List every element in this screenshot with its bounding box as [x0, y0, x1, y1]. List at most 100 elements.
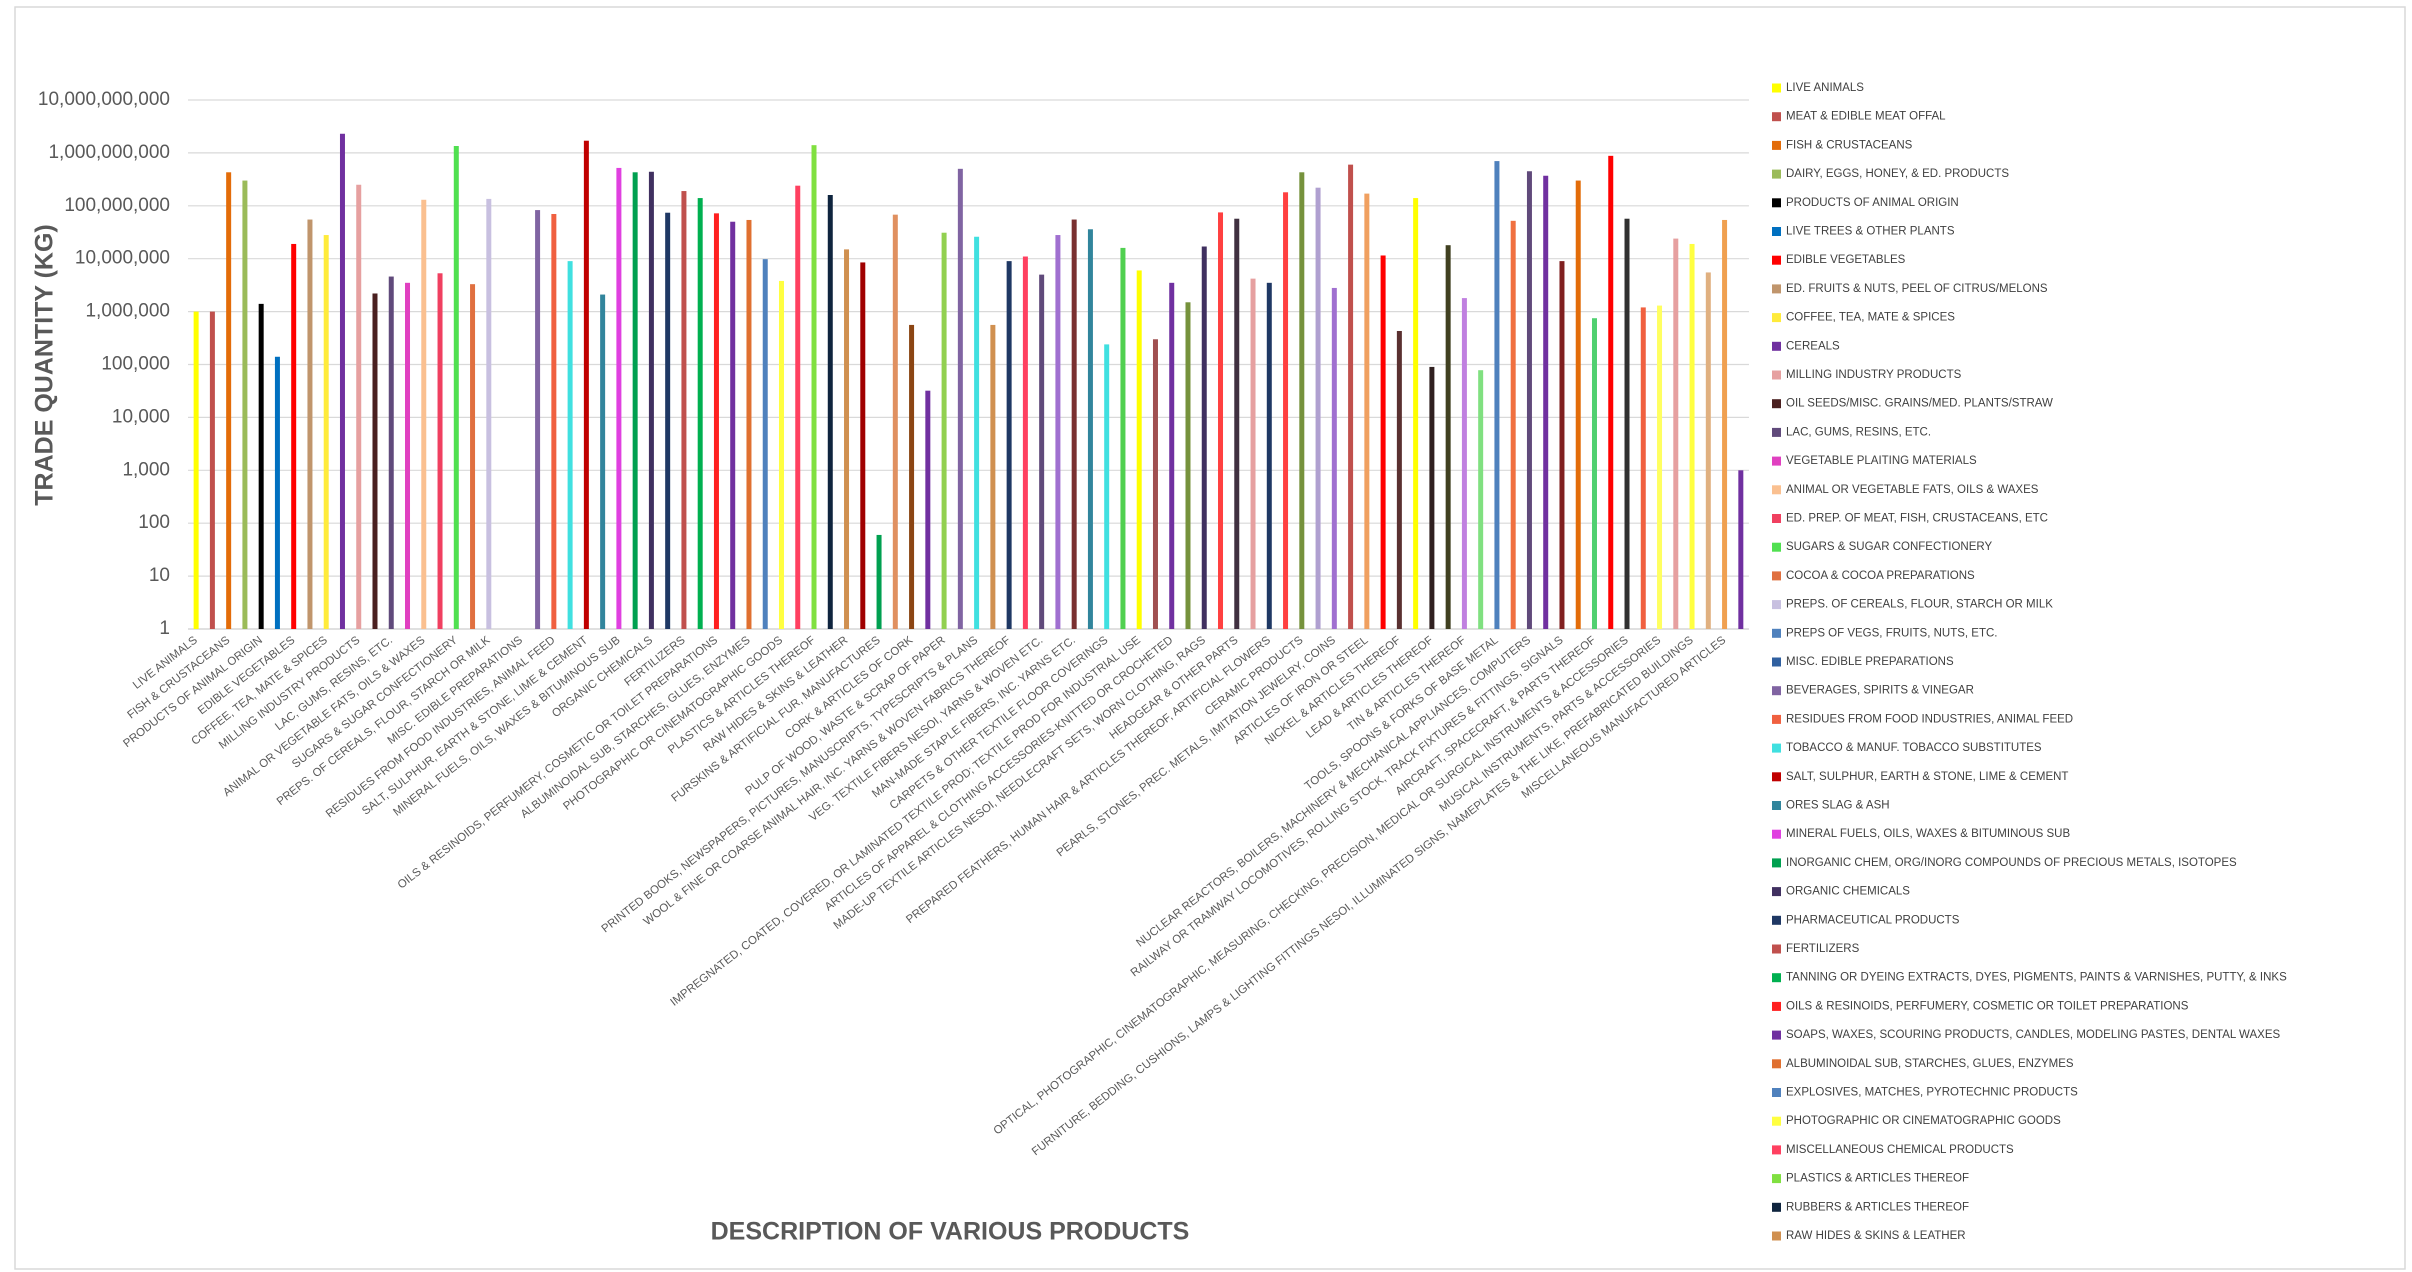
legend-swatch: [1772, 140, 1781, 150]
bar: [1429, 366, 1435, 629]
bar: [827, 195, 833, 629]
legend-label: PHARMACEUTICAL PRODUCTS: [1786, 914, 1960, 926]
legend-label: PREPS. OF CEREALS, FLOUR, STARCH OR MILK: [1786, 599, 2053, 611]
legend-label: PLASTICS & ARTICLES THEREOF: [1786, 1173, 1969, 1185]
bar: [1413, 198, 1419, 629]
bar: [226, 172, 232, 629]
bar: [1136, 270, 1142, 629]
legend-label: EXPLOSIVES, MATCHES, PYROTECHNIC PRODUCT…: [1786, 1087, 2078, 1099]
bar: [974, 236, 980, 629]
bar: [844, 249, 850, 629]
bar: [1657, 305, 1663, 629]
legend-swatch: [1772, 427, 1781, 437]
legend-swatch: [1772, 485, 1781, 495]
legend-label: MILLING INDUSTRY PRODUCTS: [1786, 369, 1962, 381]
bar: [356, 184, 362, 630]
legend-label: CEREALS: [1786, 340, 1840, 352]
legend-swatch: [1772, 1231, 1781, 1241]
bar: [1461, 298, 1467, 629]
bar: [1299, 172, 1305, 629]
bar: [1315, 187, 1321, 629]
bar: [1022, 256, 1028, 629]
legend-label: VEGETABLE PLAITING MATERIALS: [1786, 455, 1977, 467]
bar: [616, 167, 622, 630]
bar: [323, 235, 329, 629]
legend-label: ORES SLAG & ASH: [1786, 800, 1890, 812]
bar: [909, 324, 915, 629]
bar: [892, 214, 898, 629]
bar: [1445, 245, 1451, 629]
y-tick-label: 10,000,000: [75, 248, 170, 269]
legend-label: DAIRY, EGGS, HONEY, & ED. PRODUCTS: [1786, 168, 2009, 180]
bar: [713, 213, 719, 629]
bar: [1185, 302, 1191, 629]
y-tick-label: 10,000,000,000: [38, 89, 170, 110]
legend-swatch: [1772, 514, 1781, 523]
bar: [1266, 282, 1272, 629]
legend-swatch: [1772, 456, 1781, 466]
y-tick-label: 1,000: [122, 459, 170, 480]
bar: [925, 390, 931, 629]
bar: [453, 146, 459, 629]
bar: [339, 133, 345, 630]
legend-label: SUGARS & SUGAR CONFECTIONERY: [1786, 541, 1993, 553]
legend-swatch: [1772, 714, 1781, 724]
legend-swatch: [1772, 370, 1781, 380]
legend-swatch: [1772, 571, 1781, 581]
legend-label: MISCELLANEOUS CHEMICAL PRODUCTS: [1786, 1144, 2014, 1156]
x-axis-title: DESCRIPTION OF VARIOUS PRODUCTS: [711, 1218, 1190, 1246]
legend-swatch: [1772, 198, 1781, 208]
legend-swatch: [1772, 1001, 1781, 1011]
bar: [209, 311, 215, 629]
bar: [1364, 193, 1370, 629]
chart-border: [14, 6, 2406, 1270]
legend-swatch: [1772, 1202, 1781, 1212]
y-tick-label: 10,000: [112, 406, 170, 427]
bar: [535, 210, 541, 630]
legend-swatch: [1772, 255, 1781, 265]
legend-swatch: [1772, 399, 1781, 409]
bar: [746, 219, 752, 630]
legend-swatch: [1772, 915, 1781, 925]
bar: [1396, 330, 1402, 629]
bar: [1640, 307, 1646, 629]
y-tick-label: 100,000,000: [64, 195, 170, 216]
legend-label: RESIDUES FROM FOOD INDUSTRIES, ANIMAL FE…: [1786, 713, 2073, 725]
legend-swatch: [1772, 1059, 1781, 1069]
bar: [1071, 219, 1077, 629]
bar: [372, 293, 378, 629]
legend-label: PHOTOGRAPHIC OR CINEMATOGRAPHIC GOODS: [1786, 1115, 2061, 1127]
legend-swatch: [1772, 1088, 1781, 1097]
legend-label: INORGANIC CHEM, ORG/INORG COMPOUNDS OF P…: [1786, 857, 2237, 869]
legend-label: PREPS OF VEGS, FRUITS, NUTS, ETC.: [1786, 627, 1998, 639]
bar: [876, 534, 882, 629]
legend-swatch: [1772, 973, 1781, 983]
legend-label: MINERAL FUELS, OILS, WAXES & BITUMINOUS …: [1786, 828, 2070, 840]
bar: [957, 168, 963, 629]
bar: [1705, 272, 1711, 629]
bar: [1331, 287, 1337, 629]
bar: [1006, 261, 1012, 629]
bar: [1559, 261, 1565, 629]
bar: [1624, 218, 1630, 629]
y-tick-label: 1: [159, 618, 170, 639]
legend-label: BEVERAGES, SPIRITS & VINEGAR: [1786, 685, 1974, 697]
bar: [1591, 318, 1597, 629]
bar: [1673, 238, 1679, 629]
bar: [551, 213, 557, 629]
legend-swatch: [1772, 1174, 1781, 1184]
legend-swatch: [1772, 772, 1781, 782]
legend-label: LAC, GUMS, RESINS, ETC.: [1786, 426, 1931, 438]
bar: [1575, 180, 1581, 629]
legend-label: MISC. EDIBLE PREPARATIONS: [1786, 656, 1954, 668]
bar: [665, 212, 671, 629]
legend-swatch: [1772, 112, 1781, 122]
bar: [1039, 274, 1045, 629]
bar: [1234, 218, 1240, 629]
bar: [762, 259, 768, 629]
legend-swatch: [1772, 829, 1781, 839]
y-axis-title: TRADE QUANTITY (KG): [31, 224, 59, 505]
y-tick-label: 100: [138, 512, 170, 533]
bar: [258, 303, 264, 629]
bar: [811, 145, 817, 629]
